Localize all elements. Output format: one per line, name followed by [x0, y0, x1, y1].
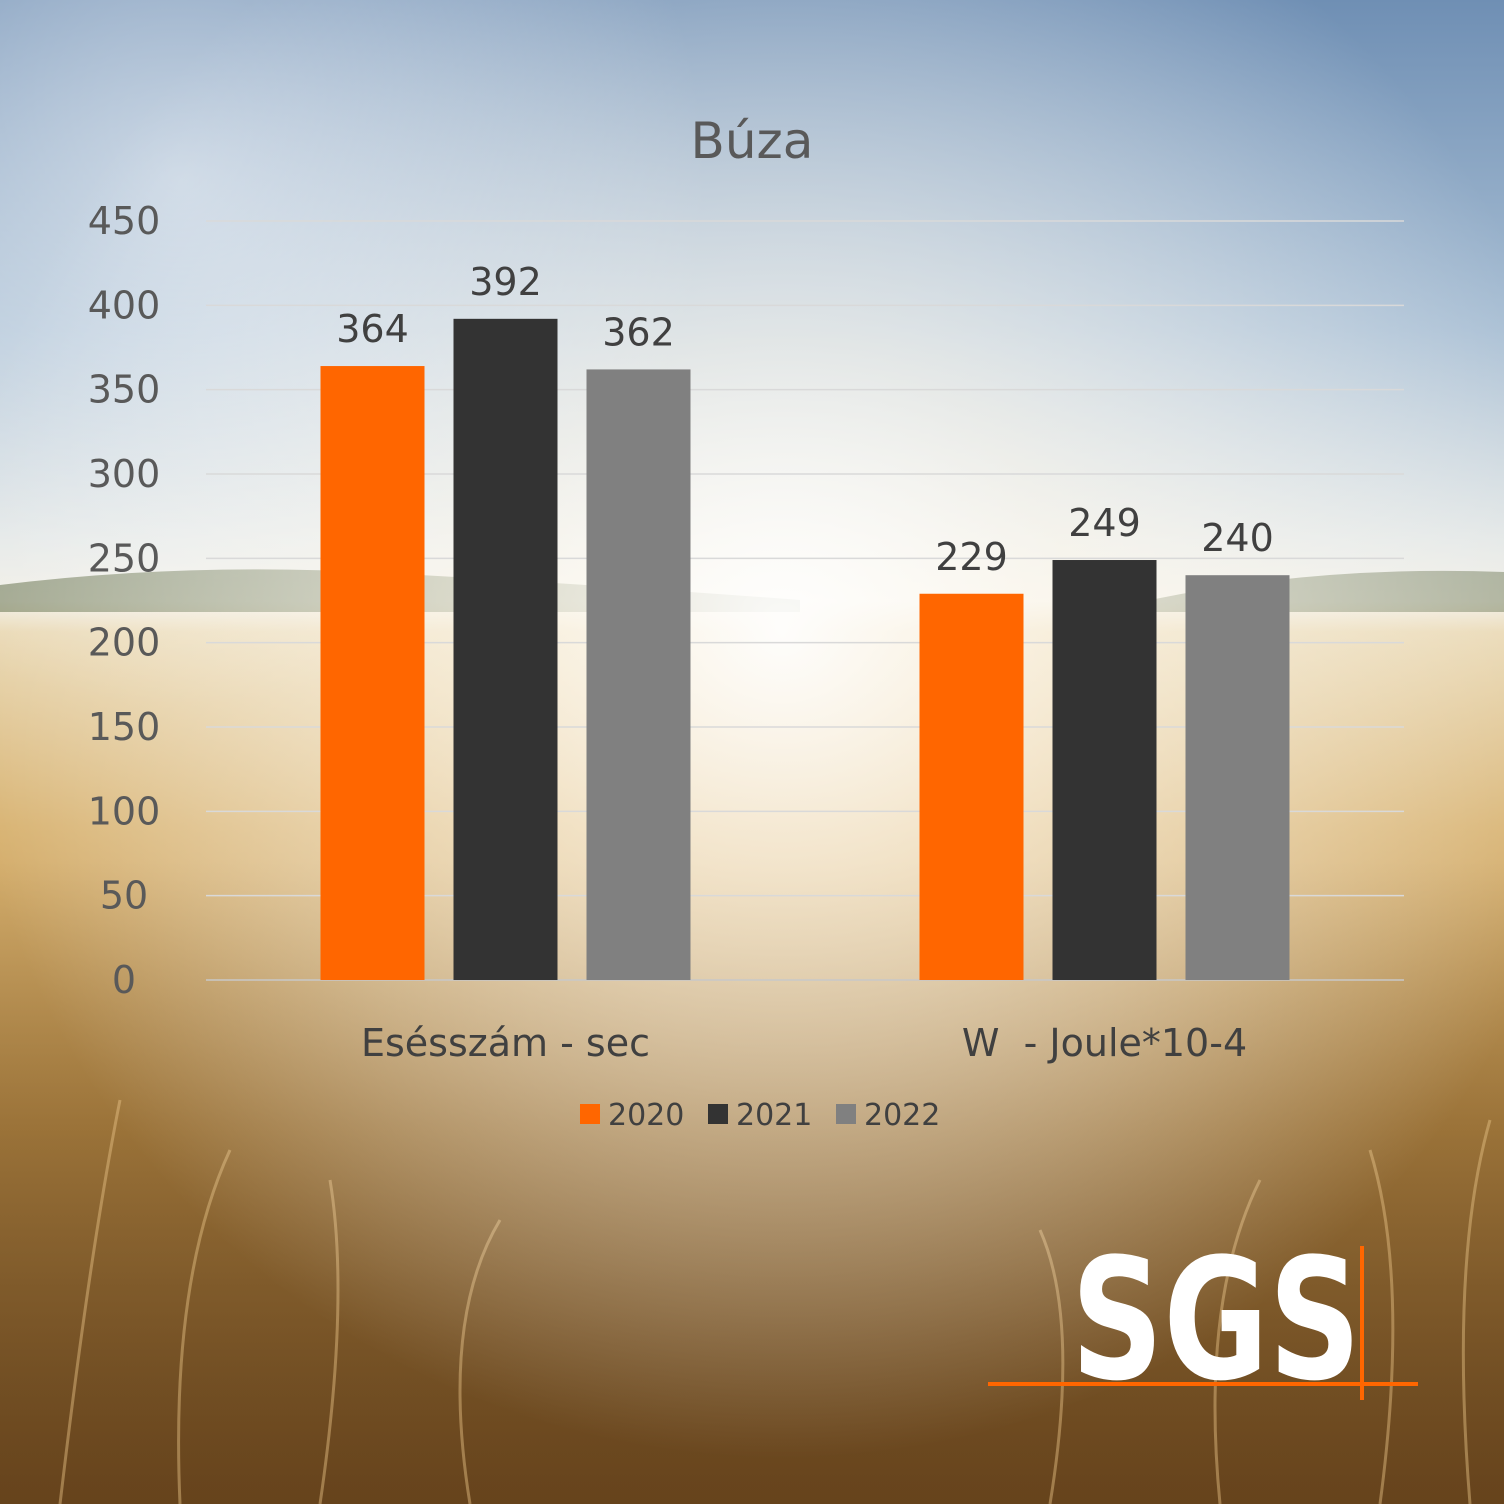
- data-label: 364: [336, 307, 409, 351]
- y-tick-label: 50: [100, 874, 148, 918]
- data-labels: 364 392 362 229 249 240: [336, 260, 1274, 579]
- data-label: 392: [469, 260, 542, 304]
- data-label: 362: [602, 310, 675, 354]
- x-category-label: W - Joule*10-4: [962, 1021, 1247, 1065]
- y-tick-label: 450: [88, 199, 161, 243]
- legend-label: 2021: [736, 1098, 812, 1133]
- data-label: 249: [1068, 501, 1141, 545]
- y-tick-label: 350: [88, 368, 161, 412]
- legend-label: 2022: [864, 1098, 940, 1133]
- bar-2021-2: [1052, 560, 1157, 980]
- legend-label: 2020: [608, 1098, 684, 1133]
- y-tick-label: 250: [88, 536, 161, 580]
- data-label: 240: [1201, 516, 1274, 560]
- y-tick-label: 300: [88, 452, 161, 496]
- chart-title: Búza: [691, 112, 814, 170]
- bars: [320, 318, 1290, 981]
- legend-swatch-2020: [580, 1104, 600, 1124]
- data-label: 229: [935, 535, 1008, 579]
- bar-2022-1: [586, 369, 691, 981]
- y-tick-label: 0: [112, 958, 136, 1002]
- bar-2021-1: [453, 318, 558, 980]
- y-tick-label: 200: [88, 621, 161, 665]
- legend-swatch-2021: [708, 1104, 728, 1124]
- y-tick-label: 100: [88, 789, 161, 833]
- bar-2022-2: [1185, 575, 1290, 980]
- legend-swatch-2022: [836, 1104, 856, 1124]
- legend: 2020 2021 2022: [580, 1098, 940, 1133]
- x-category-label: Esésszám - sec: [361, 1021, 650, 1065]
- x-axis-labels: Esésszám - sec W - Joule*10-4: [361, 1021, 1247, 1065]
- bar-2020-2: [919, 593, 1024, 980]
- y-tick-label: 150: [88, 705, 161, 749]
- y-axis-ticks: 0 50 100 150 200 250 300 350 400 450: [88, 199, 161, 1002]
- bar-2020-1: [320, 366, 425, 980]
- y-tick-label: 400: [88, 283, 161, 327]
